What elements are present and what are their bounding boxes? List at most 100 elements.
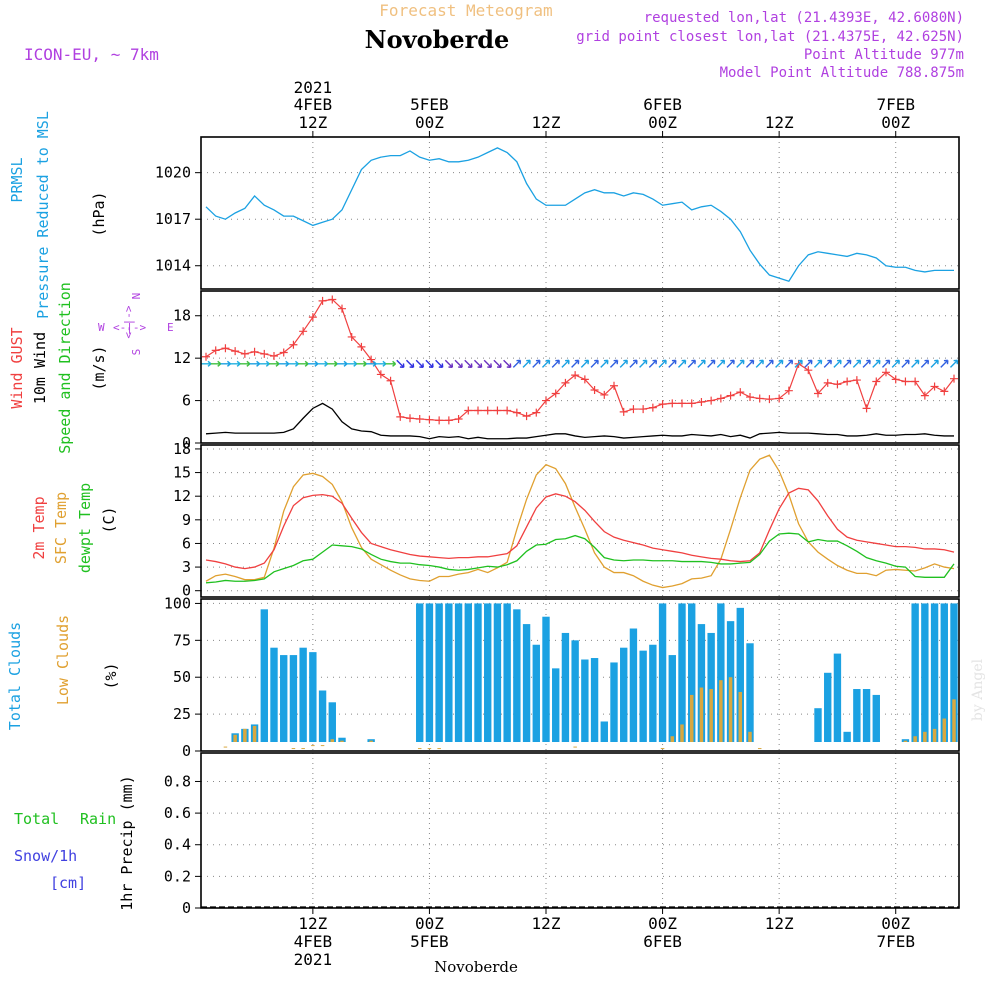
compass-south: S — [130, 349, 143, 356]
wind-direction-arrow — [425, 359, 434, 369]
cloud-low-bar — [952, 699, 956, 742]
cloud-total-bar — [746, 643, 754, 742]
wind-direction-arrow-shape — [435, 359, 444, 369]
wind-gust-marker — [279, 348, 288, 357]
top-date-label: 7FEB — [876, 95, 915, 114]
wind-gust-marker — [347, 332, 356, 341]
wind-gust-marker — [716, 394, 725, 403]
cloud-low-bar — [252, 725, 257, 742]
wind-gust-marker — [240, 349, 249, 358]
cloud-total-bar — [833, 653, 842, 742]
wind-direction-arrow — [210, 360, 222, 367]
wind-direction-arrow-shape — [901, 359, 910, 368]
wind-direction-arrow — [911, 359, 920, 368]
wind-direction-arrow — [765, 359, 774, 368]
clouds-unit: (%) — [102, 662, 120, 689]
wind-direction-arrow-shape — [823, 359, 832, 368]
wind-direction-arrow-shape — [648, 359, 658, 368]
cloud-low-bar — [660, 748, 665, 750]
wind-direction-arrow-shape — [571, 359, 580, 368]
wind-gust-marker — [571, 371, 580, 380]
cloud-low-bar — [719, 680, 723, 742]
wind-direction-arrow-shape — [444, 359, 454, 369]
wind-gust-marker — [697, 397, 706, 406]
wind-gust-marker — [901, 377, 910, 386]
wind-direction-arrow-shape — [639, 359, 648, 368]
cloud-total-bar — [843, 731, 851, 742]
temp-tick-label: 3 — [182, 558, 191, 576]
clouds-panel-frame — [200, 598, 960, 752]
wind-direction-arrow — [571, 359, 580, 368]
wind-direction-arrow — [307, 360, 319, 367]
temp-tick-label: 15 — [173, 464, 191, 482]
wind-gust-marker — [950, 374, 958, 383]
wind-direction-arrow — [843, 359, 852, 368]
model-label: ICON-EU, ~ 7km — [24, 45, 159, 64]
wind-gust-marker — [804, 366, 813, 375]
cloud-low-bar — [738, 691, 743, 742]
wind-gust-marker — [629, 405, 638, 414]
wind-direction-arrow — [435, 359, 444, 369]
wind-direction-arrow — [288, 360, 299, 367]
wind-gust-marker — [260, 349, 269, 358]
wind-gust-marker — [512, 408, 521, 417]
cloud-total-bar — [425, 603, 434, 742]
cloud-total-bar — [318, 690, 327, 742]
wind-direction-arrow-shape — [707, 359, 716, 368]
wind-tick-label: 6 — [182, 392, 191, 410]
wind-direction-arrow — [337, 360, 348, 367]
wind-gust-marker — [221, 344, 230, 353]
cloud-total-bar — [270, 647, 278, 742]
cloud-low-bar — [689, 694, 694, 742]
wind-direction-arrow — [249, 360, 261, 367]
wind-direction-arrow-shape — [716, 359, 726, 368]
wind-gust-marker — [435, 416, 444, 425]
temp-tick-label: 0 — [182, 582, 191, 600]
cloud-low-bar — [369, 740, 373, 742]
wind-direction-arrow — [522, 359, 531, 368]
wind-direction-arrow-shape — [356, 360, 367, 367]
wind-direction-arrow — [561, 359, 570, 368]
wind-direction-arrow-shape — [833, 359, 842, 368]
wind-direction-arrow — [775, 359, 784, 368]
cloud-total-bar — [445, 603, 453, 742]
wind-gust-marker — [231, 347, 240, 356]
wind-direction-arrow-shape — [375, 360, 387, 367]
clouds-tick-label: 50 — [173, 668, 191, 686]
wind-gust-marker — [474, 406, 482, 415]
wind-gust-marker — [338, 304, 346, 313]
cloud-total-bar — [639, 650, 647, 742]
cloud-low-bar — [748, 731, 752, 742]
bottom-hour-label: 12Z — [765, 914, 794, 933]
wind-direction-arrow-shape — [804, 359, 813, 368]
wind-direction-arrow-shape — [784, 359, 794, 368]
wind-gust-marker — [211, 346, 220, 355]
wind-direction-arrow — [881, 359, 891, 368]
wind-gust-marker — [600, 390, 609, 399]
wind-direction-arrow-shape — [210, 360, 222, 367]
wind-direction-arrow-shape — [503, 359, 512, 369]
wind-gust-marker — [784, 386, 793, 395]
wind-gust-marker — [843, 377, 852, 386]
wind-gust-marker — [920, 391, 929, 400]
wind-gust-marker — [270, 352, 278, 361]
top-date-label: 6FEB — [643, 95, 682, 114]
wind-gust-marker — [522, 412, 531, 421]
wind-direction-arrow-shape — [619, 359, 628, 368]
wind-direction-arrow — [629, 359, 638, 368]
wind-gust-line — [205, 298, 955, 421]
wind-direction-arrow-shape — [891, 359, 900, 368]
wind-direction-arrow — [609, 359, 619, 368]
cloud-total-bar — [620, 647, 628, 742]
wind-direction-arrow — [940, 359, 949, 368]
cloud-total-bar — [522, 624, 531, 742]
temp-tick-label: 18 — [173, 440, 191, 458]
wind-gust-marker — [707, 396, 716, 405]
cloud-total-bar — [328, 702, 336, 742]
wind-gust-marker — [668, 399, 677, 408]
cloud-low-bar — [233, 734, 237, 742]
wind-direction-arrow-shape — [677, 359, 687, 368]
wind-direction-arrow-shape — [327, 360, 338, 367]
cloud-total-bar — [542, 616, 550, 742]
compass-north: N — [130, 293, 143, 300]
